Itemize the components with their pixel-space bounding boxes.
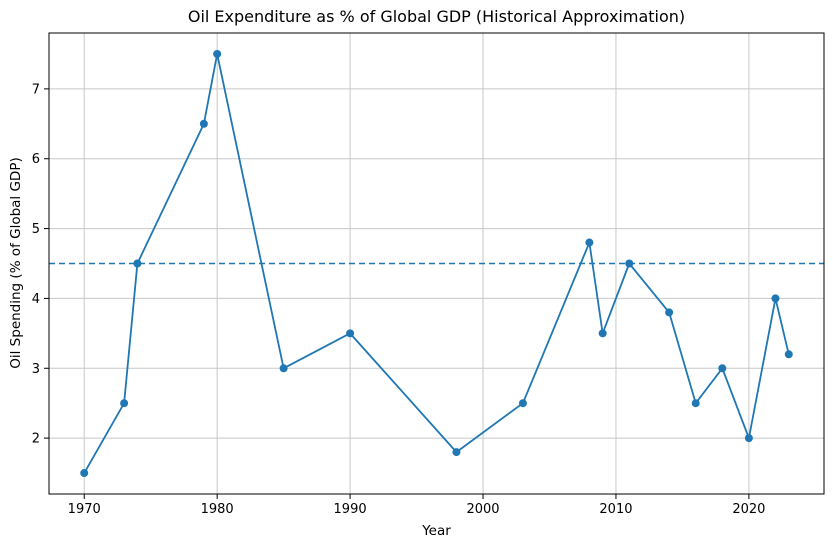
data-point [279,364,288,373]
x-tick-label: 1970 [68,502,101,517]
x-tick-label: 1990 [334,502,367,517]
data-point [598,329,607,338]
data-point [213,49,222,58]
x-tick-label: 2020 [732,502,765,517]
data-point [199,119,208,128]
y-tick-label: 5 [32,222,40,237]
data-point [518,399,527,408]
y-tick-label: 6 [32,152,40,167]
data-point [744,434,753,443]
data-point [133,259,142,268]
data-point [665,308,674,317]
x-tick-label: 2010 [599,502,632,517]
data-point [718,364,727,373]
chart-title: Oil Expenditure as % of Global GDP (Hist… [187,7,686,26]
plot-border [48,32,825,495]
data-point [585,238,594,247]
x-tick-label: 1980 [201,502,234,517]
y-axis-label: Oil Spending (% of Global GDP) [8,157,24,369]
data-point [771,294,780,303]
y-tick-label: 4 [32,292,40,307]
data-point [691,399,700,408]
data-line [83,53,790,474]
data-point [346,329,355,338]
data-point [625,259,634,268]
x-tick-label: 2000 [466,502,499,517]
x-axis-label: Year [422,523,451,539]
y-tick-label: 3 [32,362,40,377]
data-point [120,399,129,408]
data-point [784,350,793,359]
data-point [80,469,89,478]
y-tick-label: 7 [32,82,40,97]
data-point [452,448,461,457]
y-tick-label: 2 [32,432,40,447]
